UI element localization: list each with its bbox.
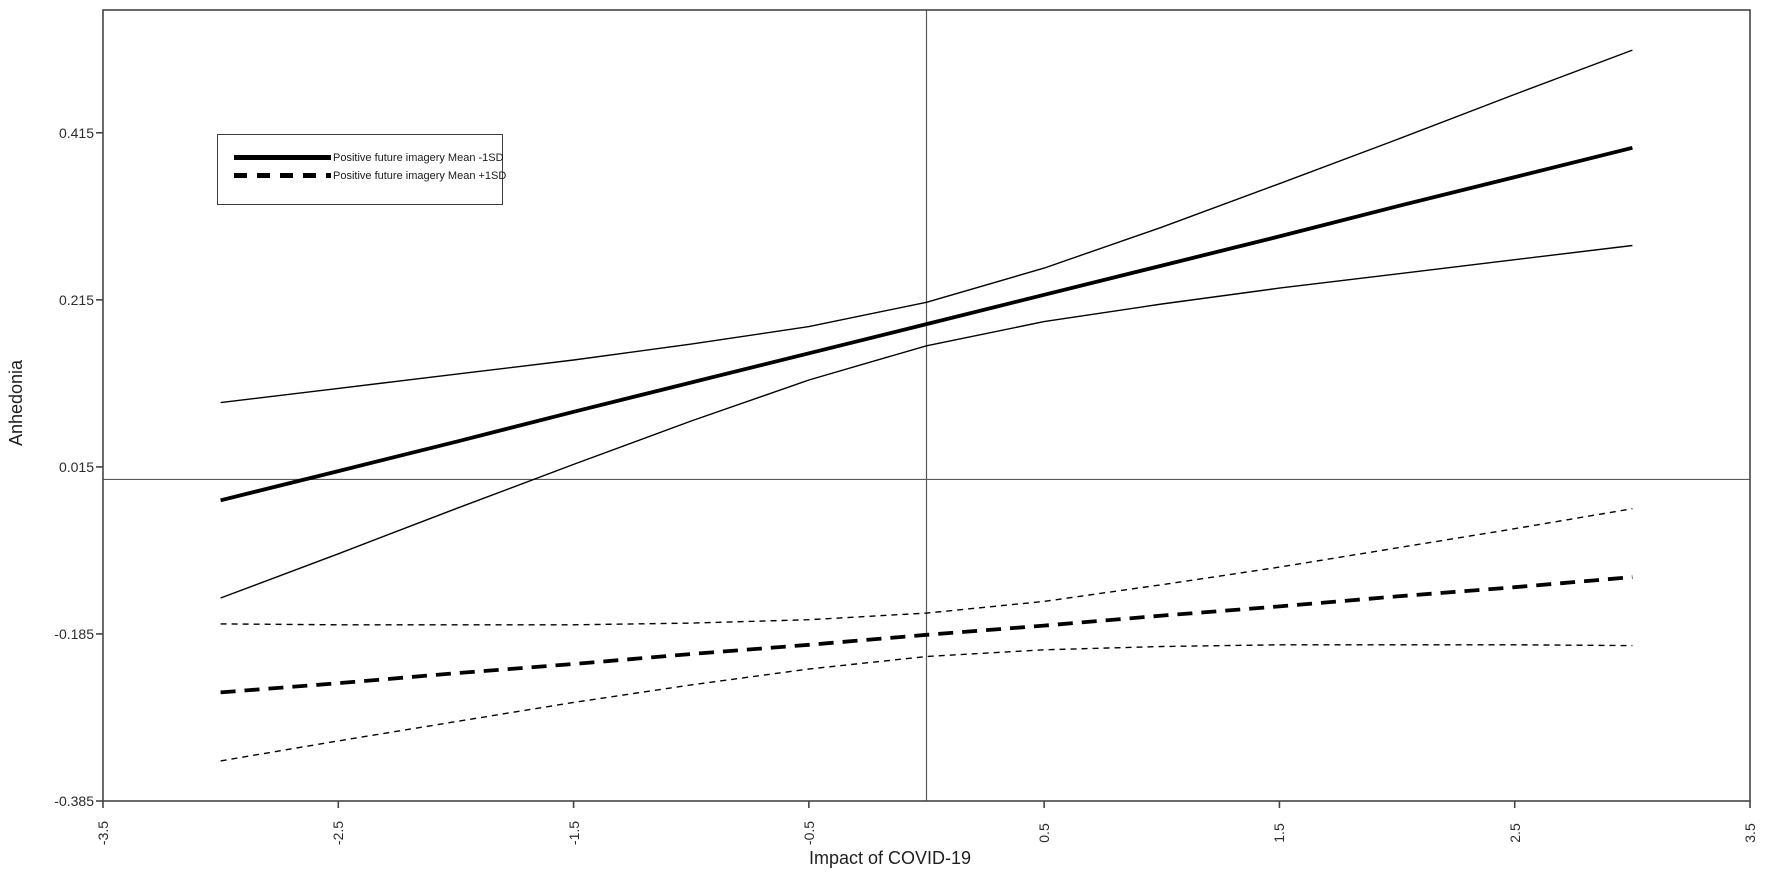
- legend-label: Positive future imagery Mean -1SD: [333, 151, 504, 164]
- solid-line-sample-icon: [234, 155, 331, 160]
- x-tick-label: -2.5: [330, 820, 347, 846]
- x-tick-label: 1.5: [1271, 823, 1288, 843]
- x-tick-label: 3.5: [1742, 823, 1758, 843]
- y-tick-label: 0.215: [58, 291, 94, 308]
- x-tick-label: -1.5: [565, 820, 582, 846]
- x-tick-label: 2.5: [1506, 823, 1523, 843]
- plot-border: [102, 9, 1751, 802]
- series-ci-upper-plus1sd: [220, 508, 1633, 626]
- y-tick-label: 0.015: [58, 458, 94, 475]
- series-ci-upper-minus1sd: [220, 49, 1633, 404]
- series-mean-minus1sd: [220, 145, 1633, 503]
- y-tick-label: -0.385: [54, 793, 94, 809]
- x-axis-title: Impact of COVID-19: [808, 848, 972, 868]
- legend-entry-mean-minus1sd: Positive future imagery Mean -1SD: [234, 149, 504, 166]
- y-tick-label: -0.185: [54, 625, 94, 642]
- dashed-line-sample-icon: [234, 173, 331, 178]
- x-tick-label: -0.5: [800, 820, 817, 846]
- y-tick-label: 0.415: [58, 124, 94, 141]
- legend-entry-mean-plus1sd: Positive future imagery Mean +1SD: [234, 167, 506, 184]
- x-tick-label: 0.5: [1036, 823, 1053, 843]
- x-tick-label: -3.5: [95, 820, 111, 846]
- legend: Positive future imagery Mean -1SD Positi…: [217, 134, 506, 205]
- series-ci-lower-minus1sd: [220, 244, 1633, 599]
- y-axis-title: Anhedonia: [6, 359, 26, 447]
- legend-label: Positive future imagery Mean +1SD: [333, 169, 507, 182]
- series-mean-plus1sd: [220, 575, 1633, 695]
